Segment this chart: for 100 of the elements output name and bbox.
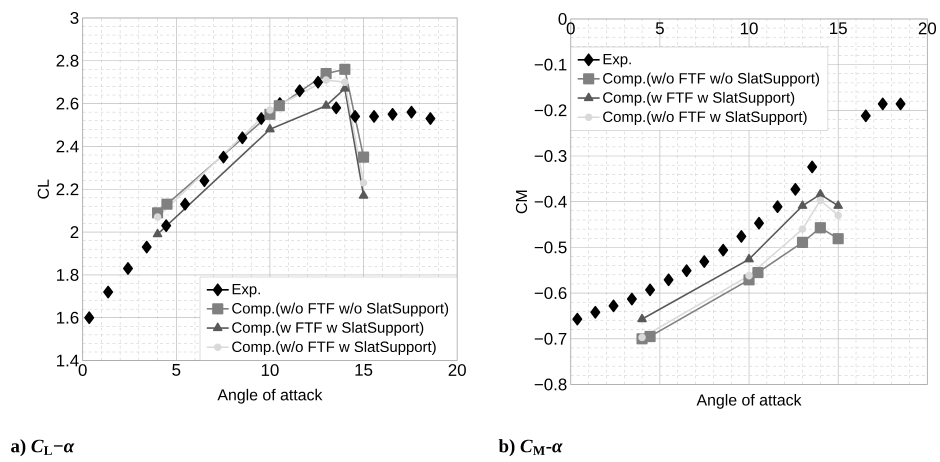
text: b) C$_{M}$-α bbox=[498, 439, 563, 456]
point bbox=[682, 264, 692, 277]
x-tick-label: 20 bbox=[448, 364, 466, 376]
point bbox=[590, 306, 600, 319]
y-tick-label: 2.2 bbox=[56, 183, 78, 196]
point bbox=[266, 106, 274, 114]
point bbox=[814, 222, 826, 234]
point bbox=[123, 262, 133, 275]
x-tick-label: 20 bbox=[918, 22, 936, 34]
point bbox=[744, 254, 754, 262]
point bbox=[322, 76, 330, 84]
point bbox=[772, 200, 783, 214]
point bbox=[406, 106, 416, 118]
point bbox=[358, 151, 370, 163]
point bbox=[754, 216, 764, 230]
point bbox=[896, 97, 906, 110]
y-tick-label: −0.5 bbox=[534, 241, 567, 254]
y-tick-label: 0 bbox=[558, 12, 567, 25]
point bbox=[425, 112, 436, 125]
point bbox=[265, 124, 275, 132]
point bbox=[339, 64, 350, 75]
point bbox=[745, 272, 753, 280]
legend-label: Exp. bbox=[232, 284, 260, 298]
x-tick-label: 15 bbox=[830, 22, 847, 34]
legend-label: Comp.(w FTF w SlatSupport) bbox=[603, 92, 794, 106]
legend-label: Comp.(w/o FTF w/o SlatSupport) bbox=[603, 72, 819, 86]
point bbox=[752, 266, 764, 278]
point bbox=[274, 100, 285, 112]
y-tick-label: −0.6 bbox=[534, 287, 566, 299]
point bbox=[358, 190, 368, 199]
point bbox=[833, 200, 843, 209]
legend-label: Comp.(w/o FTF w SlatSupport) bbox=[603, 111, 807, 125]
x-axis-title: Angle of attack bbox=[217, 388, 322, 404]
point bbox=[645, 283, 656, 296]
point bbox=[664, 273, 674, 286]
point bbox=[369, 110, 380, 123]
y-axis-title: CM bbox=[516, 190, 528, 214]
y-tick-label: −0.7 bbox=[534, 332, 566, 345]
point bbox=[180, 198, 190, 211]
y-tick-label: 2.6 bbox=[56, 98, 78, 110]
y-tick-label: −0.3 bbox=[534, 150, 566, 162]
x-tick-label: 10 bbox=[262, 364, 279, 376]
point bbox=[350, 110, 360, 123]
y-tick-label: −0.2 bbox=[534, 104, 566, 116]
point bbox=[142, 240, 152, 254]
point bbox=[638, 334, 646, 342]
y-tick-label: 3 bbox=[70, 12, 78, 24]
point bbox=[736, 230, 746, 243]
legend-label: Comp.(w/o FTF w/o SlatSupport) bbox=[232, 302, 448, 316]
y-tick-label: 2.4 bbox=[56, 140, 79, 152]
x-tick-label: 10 bbox=[740, 22, 758, 34]
point bbox=[807, 160, 818, 174]
point bbox=[878, 97, 888, 110]
x-tick-label: 5 bbox=[656, 22, 664, 34]
point bbox=[313, 76, 324, 88]
point bbox=[718, 244, 728, 256]
y-tick-label: 1.6 bbox=[57, 312, 78, 324]
point bbox=[218, 150, 228, 164]
point bbox=[161, 198, 173, 210]
y-tick-label: 1.4 bbox=[57, 354, 79, 366]
y-axis-title: CL bbox=[38, 180, 49, 199]
x-axis-title: Angle of attack bbox=[696, 394, 802, 409]
x-tick-label: 0 bbox=[566, 22, 575, 34]
point bbox=[790, 182, 800, 196]
point bbox=[798, 225, 806, 233]
legend-label: Comp.(w FTF w SlatSupport) bbox=[232, 322, 424, 336]
point bbox=[608, 299, 619, 312]
point bbox=[341, 78, 349, 86]
point bbox=[103, 286, 114, 298]
point bbox=[199, 174, 210, 187]
x-tick-label: 0 bbox=[78, 364, 87, 376]
point bbox=[388, 108, 398, 121]
point bbox=[626, 292, 637, 306]
point bbox=[834, 212, 842, 220]
point bbox=[331, 101, 342, 114]
y-tick-label: −0.8 bbox=[534, 378, 566, 390]
y-tick-label: −0.1 bbox=[534, 58, 566, 71]
point bbox=[816, 196, 824, 204]
point bbox=[798, 200, 808, 209]
text: a) C$_{L}$−α bbox=[11, 439, 74, 456]
point bbox=[644, 330, 656, 342]
point bbox=[256, 112, 266, 125]
legend-label: Comp.(w/o FTF w SlatSupport) bbox=[232, 341, 436, 355]
x-tick-label: 15 bbox=[355, 364, 372, 376]
point bbox=[796, 236, 808, 248]
point bbox=[572, 312, 582, 326]
point bbox=[699, 255, 710, 268]
point bbox=[237, 131, 248, 144]
y-tick-label: 2.8 bbox=[56, 54, 78, 67]
point bbox=[152, 228, 162, 238]
point bbox=[154, 213, 162, 221]
y-tick-label: 2 bbox=[70, 226, 78, 238]
point bbox=[161, 219, 172, 232]
point bbox=[321, 100, 331, 109]
point bbox=[294, 84, 305, 98]
point bbox=[816, 188, 826, 198]
point bbox=[637, 314, 647, 322]
y-tick-label: 1.8 bbox=[57, 268, 78, 281]
x-tick-label: 5 bbox=[172, 364, 180, 376]
y-tick-label: −0.4 bbox=[534, 196, 567, 208]
